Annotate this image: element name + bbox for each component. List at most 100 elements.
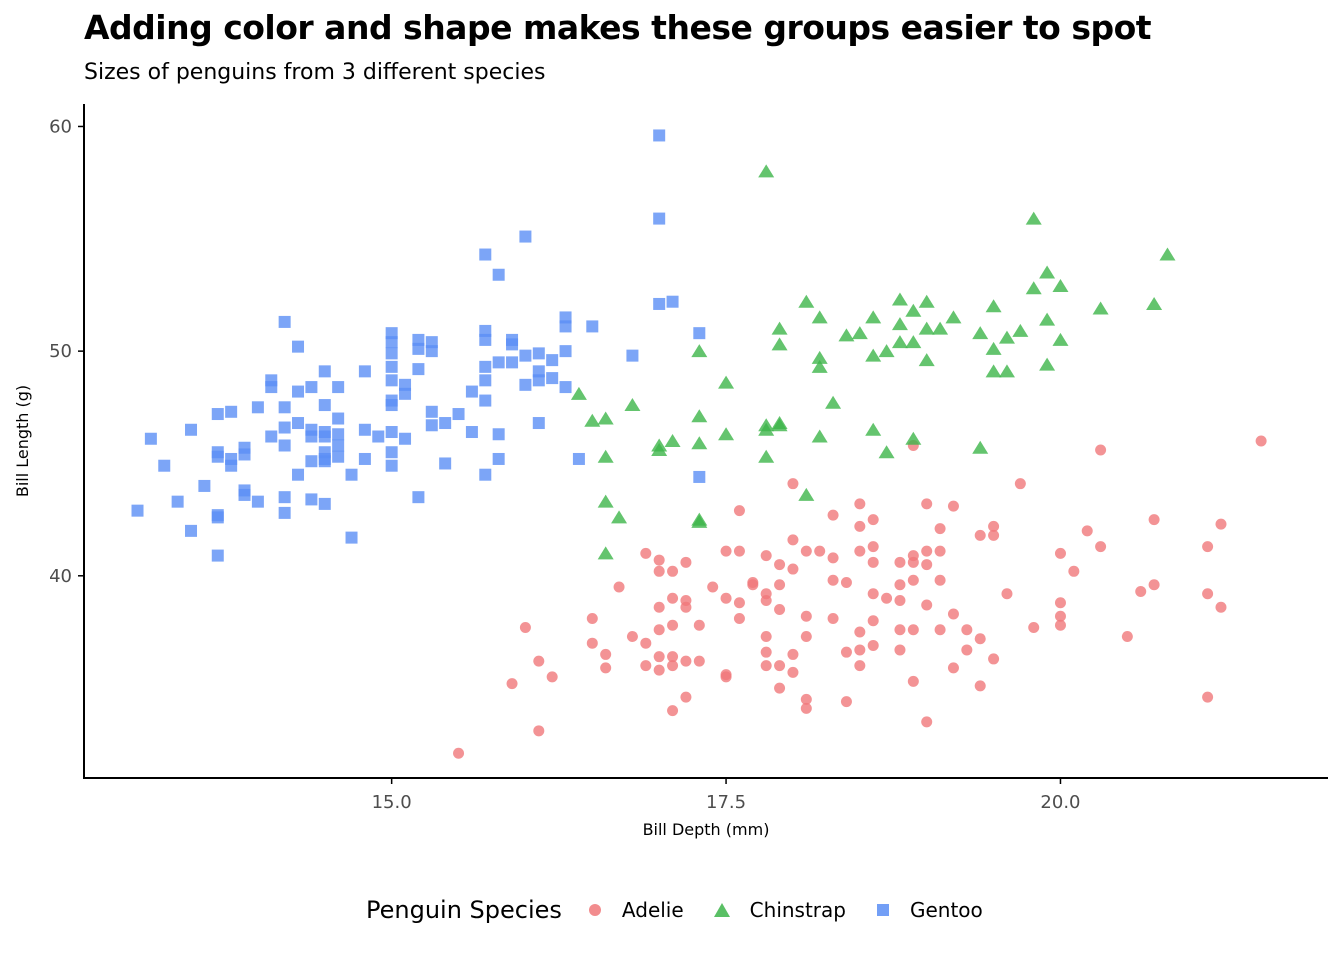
data-point-adelie (1054, 619, 1066, 631)
data-point-gentoo (305, 381, 318, 394)
data-point-gentoo (479, 360, 492, 373)
data-point-chinstrap (1039, 357, 1056, 371)
data-point-adelie (921, 545, 933, 557)
data-point-gentoo (171, 495, 184, 508)
data-point-adelie (800, 630, 812, 642)
data-point-adelie (680, 601, 692, 613)
data-point-adelie (787, 666, 799, 678)
data-point-gentoo (425, 419, 438, 432)
data-point-adelie (800, 702, 812, 714)
data-point-adelie (733, 505, 745, 517)
data-point-gentoo (305, 455, 318, 468)
data-point-adelie (1054, 547, 1066, 559)
data-point-gentoo (251, 401, 264, 414)
data-point-chinstrap (932, 321, 949, 335)
triangle-marker-icon (713, 903, 730, 917)
data-point-gentoo (292, 385, 305, 398)
data-point-adelie (1135, 586, 1147, 598)
data-point-chinstrap (691, 436, 708, 450)
data-point-gentoo (399, 387, 412, 400)
data-point-adelie (733, 597, 745, 609)
data-point-gentoo (479, 394, 492, 407)
data-point-adelie (894, 579, 906, 591)
data-point-gentoo (519, 349, 532, 362)
data-point-gentoo (546, 354, 559, 367)
data-point-adelie (1081, 525, 1093, 537)
data-point-chinstrap (1039, 265, 1056, 279)
data-point-adelie (921, 559, 933, 571)
data-point-chinstrap (1052, 332, 1069, 346)
data-point-gentoo (251, 495, 264, 508)
data-point-adelie (934, 624, 946, 636)
data-point-chinstrap (972, 326, 989, 340)
data-point-gentoo (653, 297, 666, 310)
data-point-gentoo (559, 320, 572, 333)
data-point-adelie (640, 547, 652, 559)
data-point-gentoo (211, 450, 224, 463)
data-point-chinstrap (865, 348, 882, 362)
data-point-adelie (667, 565, 679, 577)
data-point-gentoo (586, 320, 599, 333)
data-point-adelie (1014, 478, 1026, 490)
data-point-adelie (947, 608, 959, 620)
data-point-adelie (854, 545, 866, 557)
data-point-gentoo (425, 345, 438, 358)
data-point-adelie (1028, 621, 1040, 633)
data-point-adelie (947, 662, 959, 674)
data-point-gentoo (372, 430, 385, 443)
data-point-adelie (867, 588, 879, 600)
data-point-gentoo (345, 531, 358, 544)
data-point-gentoo (532, 417, 545, 430)
data-point-adelie (934, 545, 946, 557)
data-point-chinstrap (597, 494, 614, 508)
data-point-gentoo (185, 524, 198, 537)
data-point-adelie (988, 529, 1000, 541)
data-point-chinstrap (771, 321, 788, 335)
data-point-gentoo (318, 455, 331, 468)
data-point-gentoo (653, 212, 666, 225)
data-point-adelie (774, 660, 786, 672)
data-point-chinstrap (905, 335, 922, 349)
data-point-gentoo (412, 363, 425, 376)
data-point-adelie (840, 646, 852, 658)
data-point-chinstrap (1159, 247, 1176, 261)
data-point-adelie (667, 592, 679, 604)
data-point-gentoo (506, 356, 519, 369)
data-point-chinstrap (691, 344, 708, 358)
data-point-gentoo (318, 365, 331, 378)
data-point-chinstrap (918, 321, 935, 335)
legend: Penguin Species Adelie Chinstrap Gentoo (366, 890, 1013, 930)
data-point-gentoo (572, 452, 585, 465)
data-point-chinstrap (851, 326, 868, 340)
data-point-adelie (613, 581, 625, 593)
data-point-adelie (961, 644, 973, 656)
data-point-gentoo (332, 381, 345, 394)
data-point-gentoo (211, 511, 224, 524)
legend-item-chinstrap: Chinstrap (713, 898, 846, 922)
data-point-gentoo (666, 295, 679, 308)
circle-marker-icon (588, 904, 601, 916)
data-point-gentoo (479, 248, 492, 261)
data-point-gentoo (693, 470, 706, 483)
data-point-chinstrap (718, 375, 735, 389)
data-point-adelie (653, 651, 665, 663)
data-point-chinstrap (918, 294, 935, 308)
data-point-chinstrap (771, 418, 788, 432)
points-layer (131, 129, 1267, 759)
data-point-adelie (961, 624, 973, 636)
legend-item-adelie: Adelie (588, 898, 684, 922)
data-point-adelie (774, 682, 786, 694)
data-point-chinstrap (1012, 323, 1029, 337)
data-point-adelie (854, 520, 866, 532)
data-point-gentoo (506, 338, 519, 351)
data-point-adelie (693, 655, 705, 667)
data-point-gentoo (626, 349, 639, 362)
data-point-adelie (1095, 541, 1107, 553)
data-point-chinstrap (985, 299, 1002, 313)
data-point-adelie (774, 559, 786, 571)
data-point-gentoo (238, 448, 251, 461)
data-point-adelie (867, 639, 879, 651)
data-point-gentoo (479, 374, 492, 387)
data-point-gentoo (158, 459, 171, 472)
data-point-chinstrap (1025, 281, 1042, 295)
